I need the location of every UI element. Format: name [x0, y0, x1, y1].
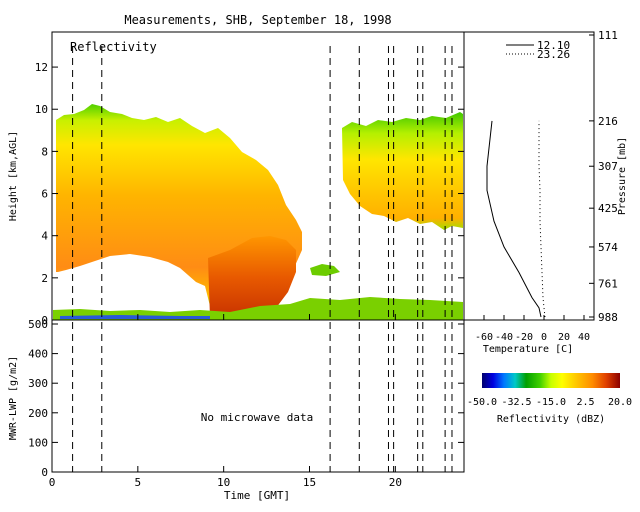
cloud-mid-patch [310, 264, 340, 276]
legend-label-2: 23.26 [537, 48, 570, 61]
lwp-no-data-note: No microwave data [201, 411, 314, 424]
lwp-y-axis: 0 100 200 300 400 500 [28, 318, 464, 479]
sounding-profiles [486, 120, 546, 318]
temp-tick-label: -20 [515, 332, 533, 343]
sounding-legend: 12.10 23.26 [506, 39, 570, 61]
time-tick-label: 20 [389, 476, 402, 489]
pressure-tick-label: 761 [598, 277, 618, 290]
temp-tick-label: 0 [541, 332, 547, 343]
colorbar-tick-label: 20.0 [608, 397, 632, 408]
pressure-tick-label: 111 [598, 29, 618, 42]
sounding-line-12.10 [486, 120, 542, 318]
reflectivity-field [53, 104, 463, 320]
pressure-tick-label: 216 [598, 115, 618, 128]
lwp-ytick-label: 0 [41, 466, 48, 479]
radar-ytick-label: 0 [41, 314, 48, 327]
colorbar-tick-label: -32.5 [501, 397, 531, 408]
time-tick-label: 0 [49, 476, 56, 489]
radar-ytick-label: 12 [35, 61, 48, 74]
pressure-tick-label: 425 [598, 202, 618, 215]
temp-tick-label: 20 [558, 332, 570, 343]
pressure-tick-label: 307 [598, 160, 618, 173]
colorbar [482, 373, 620, 388]
sounding-panel-frame [463, 31, 595, 321]
cloud-right [342, 112, 463, 230]
pressure-axis: 111 216 307 425 574 761 988 [589, 29, 618, 324]
radar-ytick-label: 6 [41, 188, 48, 201]
time-x-label: Time [GMT] [224, 489, 290, 502]
radar-ytick-label: 2 [41, 272, 48, 285]
pressure-tick-label: 574 [598, 241, 618, 254]
lwp-panel-frame [51, 319, 465, 473]
lwp-ytick-label: 200 [28, 407, 48, 420]
radar-ytick-label: 8 [41, 145, 48, 158]
sounding-line-23.26 [538, 120, 546, 318]
vertical-markers [72, 46, 453, 472]
colorbar-ticks: -50.0 -32.5 -15.0 2.5 20.0 [467, 397, 632, 408]
temp-tick-label: -40 [495, 332, 513, 343]
time-tick-label: 5 [135, 476, 142, 489]
legend-label-1: 12.10 [537, 39, 570, 52]
radar-ytick-label: 4 [41, 230, 48, 243]
lwp-y-label: MWR-LWP [g/m2] [8, 356, 19, 440]
lwp-ytick-label: 100 [28, 436, 48, 449]
temp-tick-label: -60 [475, 332, 493, 343]
pressure-label: Pressure [mb] [617, 137, 628, 215]
lwp-ytick-label: 300 [28, 377, 48, 390]
sounding-x-axis: -60 -40 -20 0 20 40 [475, 315, 590, 343]
radar-panel-label: Reflectivity [70, 40, 157, 54]
time-tick-label: 15 [303, 476, 316, 489]
lwp-ytick-label: 500 [28, 318, 48, 331]
radar-ytick-label: 10 [35, 103, 48, 116]
colorbar-tick-label: -15.0 [536, 397, 566, 408]
radar-y-label: Height [km,AGL] [8, 131, 19, 221]
cloud-main-lower [208, 236, 296, 318]
time-x-axis: 0 5 10 15 20 [49, 314, 402, 489]
time-tick-label: 10 [217, 476, 230, 489]
pressure-tick-label: 988 [598, 311, 618, 324]
lwp-ytick-label: 400 [28, 348, 48, 361]
figure-title: Measurements, SHB, September 18, 1998 [124, 13, 391, 27]
colorbar-label: Reflectivity (dBZ) [497, 414, 605, 425]
temp-tick-label: 40 [578, 332, 590, 343]
colorbar-tick-label: 2.5 [576, 397, 594, 408]
sounding-x-label: Temperature [C] [483, 344, 573, 355]
cloud-surface-layer [53, 297, 463, 320]
cloud-surface-core [60, 315, 210, 319]
colorbar-tick-label: -50.0 [467, 397, 497, 408]
